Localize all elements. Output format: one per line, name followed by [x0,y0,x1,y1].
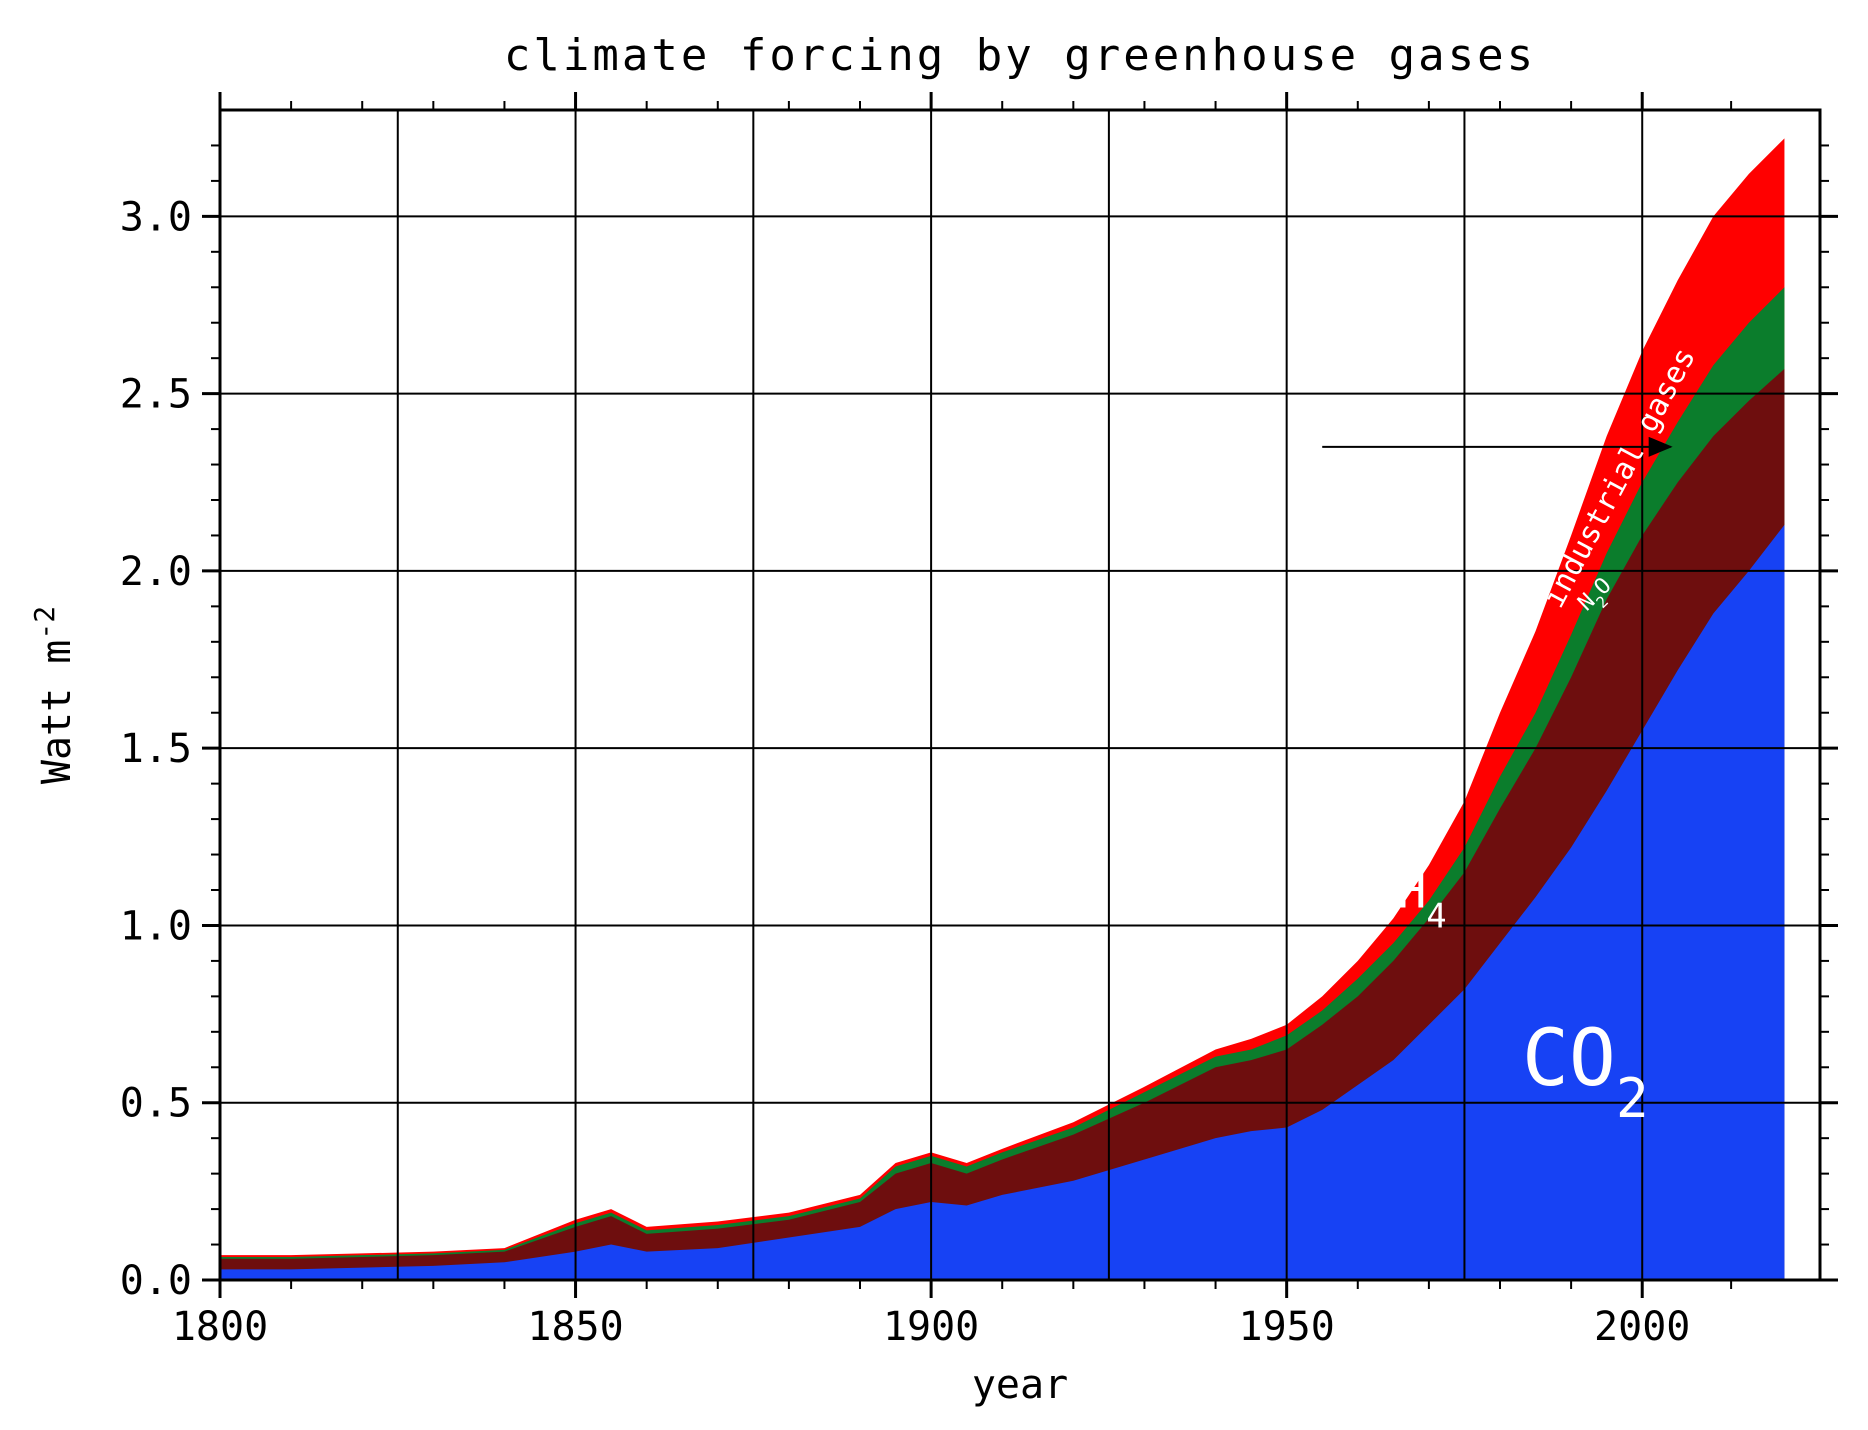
y-tick-label: 2.5 [120,372,192,418]
y-tick-label: 1.0 [120,903,192,949]
x-tick-label: 1800 [172,1304,268,1350]
y-tick-label: 2.0 [120,549,192,595]
x-tick-label: 2000 [1594,1304,1690,1350]
x-tick-label: 1900 [883,1304,979,1350]
y-tick-label: 1.5 [120,726,192,772]
climate-forcing-chart: 1800 1850 1900 1950 2000 0.0 0.5 1.0 1.5 2.0 2.5 3.… [0,0,1868,1430]
y-tick-label: 0.0 [120,1258,192,1304]
chart-title: climate forcing by greenhouse gases [504,30,1536,81]
x-tick-label: 1950 [1239,1304,1335,1350]
y-tick-label: 0.5 [120,1081,192,1127]
x-axis-label: year [972,1362,1068,1408]
y-tick-label: 3.0 [120,194,192,240]
x-tick-label: 1850 [527,1304,623,1350]
